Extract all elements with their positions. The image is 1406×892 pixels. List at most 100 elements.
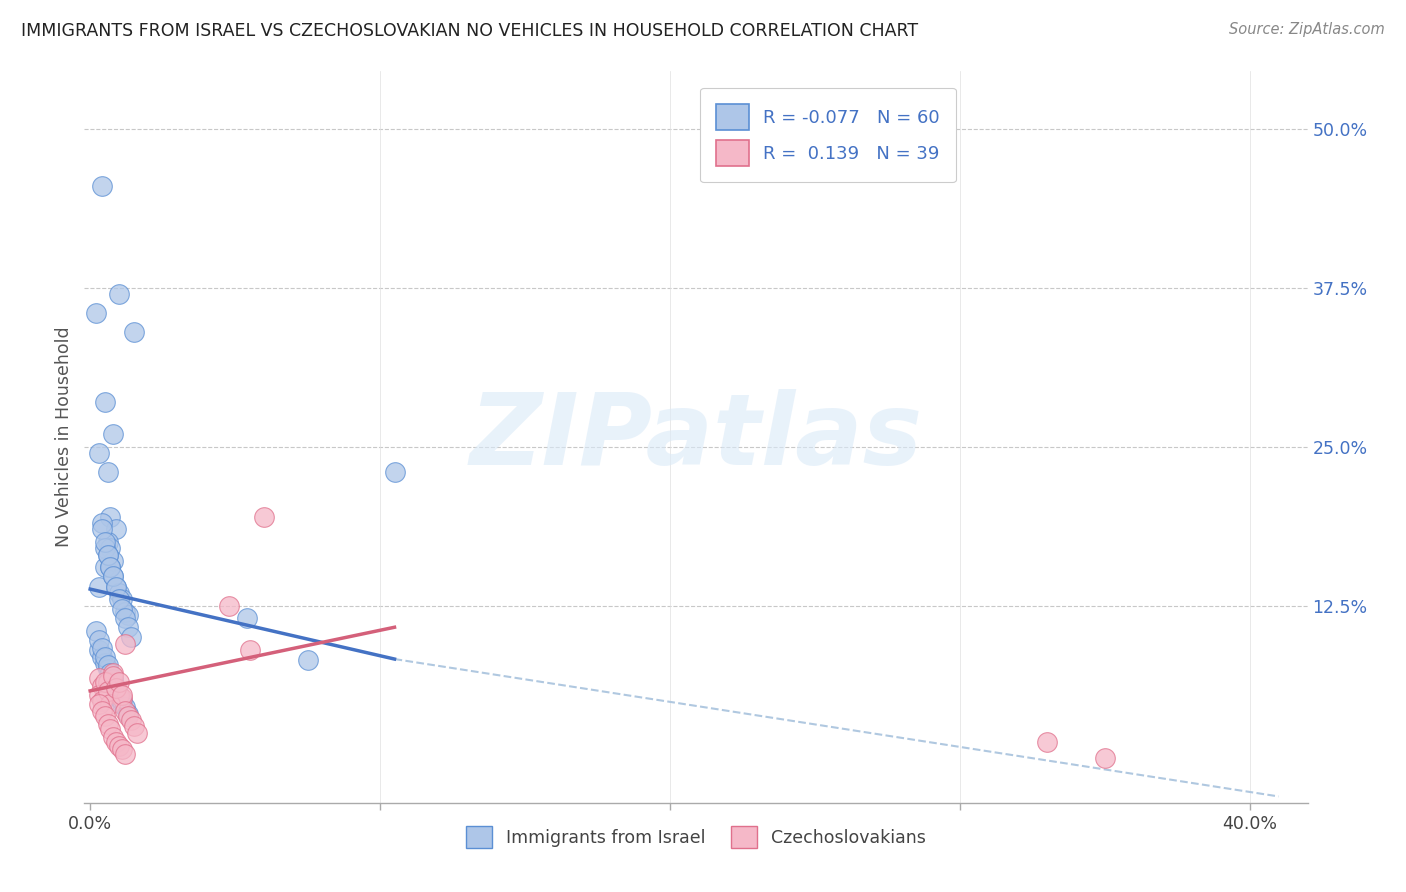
Point bbox=[111, 688, 134, 702]
Point bbox=[96, 662, 118, 676]
Point bbox=[103, 569, 125, 583]
Point bbox=[114, 700, 136, 714]
Point bbox=[384, 465, 406, 479]
Point bbox=[108, 739, 131, 753]
Point bbox=[103, 426, 125, 441]
Point bbox=[117, 709, 139, 723]
Point bbox=[1035, 735, 1057, 749]
Point bbox=[111, 742, 134, 756]
Point bbox=[105, 580, 128, 594]
Point bbox=[87, 580, 110, 594]
Point bbox=[105, 522, 128, 536]
Point bbox=[90, 649, 112, 664]
Text: Source: ZipAtlas.com: Source: ZipAtlas.com bbox=[1229, 22, 1385, 37]
Point bbox=[117, 706, 139, 721]
Point bbox=[108, 287, 131, 301]
Point bbox=[125, 726, 148, 740]
Point bbox=[103, 668, 125, 682]
Point bbox=[100, 509, 122, 524]
Point bbox=[93, 688, 115, 702]
Point bbox=[90, 694, 112, 708]
Point bbox=[122, 719, 145, 733]
Point bbox=[239, 643, 262, 657]
Point bbox=[114, 605, 136, 619]
Point bbox=[93, 649, 115, 664]
Point bbox=[93, 541, 115, 556]
Text: IMMIGRANTS FROM ISRAEL VS CZECHOSLOVAKIAN NO VEHICLES IN HOUSEHOLD CORRELATION C: IMMIGRANTS FROM ISRAEL VS CZECHOSLOVAKIA… bbox=[21, 22, 918, 40]
Point bbox=[100, 560, 122, 574]
Point bbox=[93, 535, 115, 549]
Point bbox=[103, 554, 125, 568]
Point bbox=[105, 681, 128, 696]
Point bbox=[111, 691, 134, 706]
Point bbox=[111, 697, 134, 711]
Point bbox=[93, 395, 115, 409]
Point bbox=[111, 592, 134, 607]
Point bbox=[87, 632, 110, 647]
Point bbox=[100, 722, 122, 736]
Point bbox=[120, 631, 142, 645]
Point bbox=[96, 548, 118, 562]
Point bbox=[105, 681, 128, 696]
Point bbox=[96, 548, 118, 562]
Point bbox=[117, 620, 139, 634]
Point bbox=[114, 704, 136, 718]
Point bbox=[90, 522, 112, 536]
Point bbox=[96, 658, 118, 673]
Point bbox=[103, 666, 125, 681]
Point bbox=[96, 684, 118, 698]
Point bbox=[100, 666, 122, 681]
Point bbox=[108, 688, 131, 702]
Point bbox=[117, 607, 139, 622]
Point bbox=[122, 325, 145, 339]
Point bbox=[1094, 751, 1116, 765]
Point bbox=[114, 747, 136, 762]
Point bbox=[111, 694, 134, 708]
Point bbox=[96, 675, 118, 690]
Point bbox=[93, 656, 115, 670]
Text: ZIPatlas: ZIPatlas bbox=[470, 389, 922, 485]
Legend: Immigrants from Israel, Czechoslovakians: Immigrants from Israel, Czechoslovakians bbox=[457, 818, 935, 856]
Point bbox=[84, 624, 107, 638]
Point bbox=[96, 465, 118, 479]
Point bbox=[87, 643, 110, 657]
Point bbox=[90, 178, 112, 193]
Point bbox=[105, 685, 128, 699]
Point bbox=[108, 592, 131, 607]
Point bbox=[103, 679, 125, 693]
Point bbox=[93, 560, 115, 574]
Point bbox=[218, 599, 240, 613]
Point bbox=[100, 697, 122, 711]
Point bbox=[103, 730, 125, 744]
Point bbox=[100, 684, 122, 698]
Point bbox=[87, 446, 110, 460]
Point bbox=[87, 671, 110, 685]
Point bbox=[90, 679, 112, 693]
Point bbox=[105, 580, 128, 594]
Point bbox=[103, 673, 125, 687]
Point bbox=[114, 637, 136, 651]
Point bbox=[253, 509, 276, 524]
Point bbox=[108, 586, 131, 600]
Point bbox=[93, 709, 115, 723]
Y-axis label: No Vehicles in Household: No Vehicles in Household bbox=[55, 326, 73, 548]
Point bbox=[100, 560, 122, 574]
Point bbox=[105, 735, 128, 749]
Point bbox=[297, 653, 319, 667]
Point bbox=[90, 704, 112, 718]
Point bbox=[100, 541, 122, 556]
Point bbox=[87, 697, 110, 711]
Point bbox=[111, 602, 134, 616]
Point bbox=[84, 306, 107, 320]
Point bbox=[235, 611, 257, 625]
Point bbox=[103, 569, 125, 583]
Point bbox=[108, 688, 131, 702]
Point bbox=[100, 671, 122, 685]
Point bbox=[114, 611, 136, 625]
Point bbox=[90, 640, 112, 655]
Point bbox=[96, 717, 118, 731]
Point bbox=[120, 713, 142, 727]
Point bbox=[90, 516, 112, 530]
Point bbox=[87, 688, 110, 702]
Point bbox=[108, 691, 131, 706]
